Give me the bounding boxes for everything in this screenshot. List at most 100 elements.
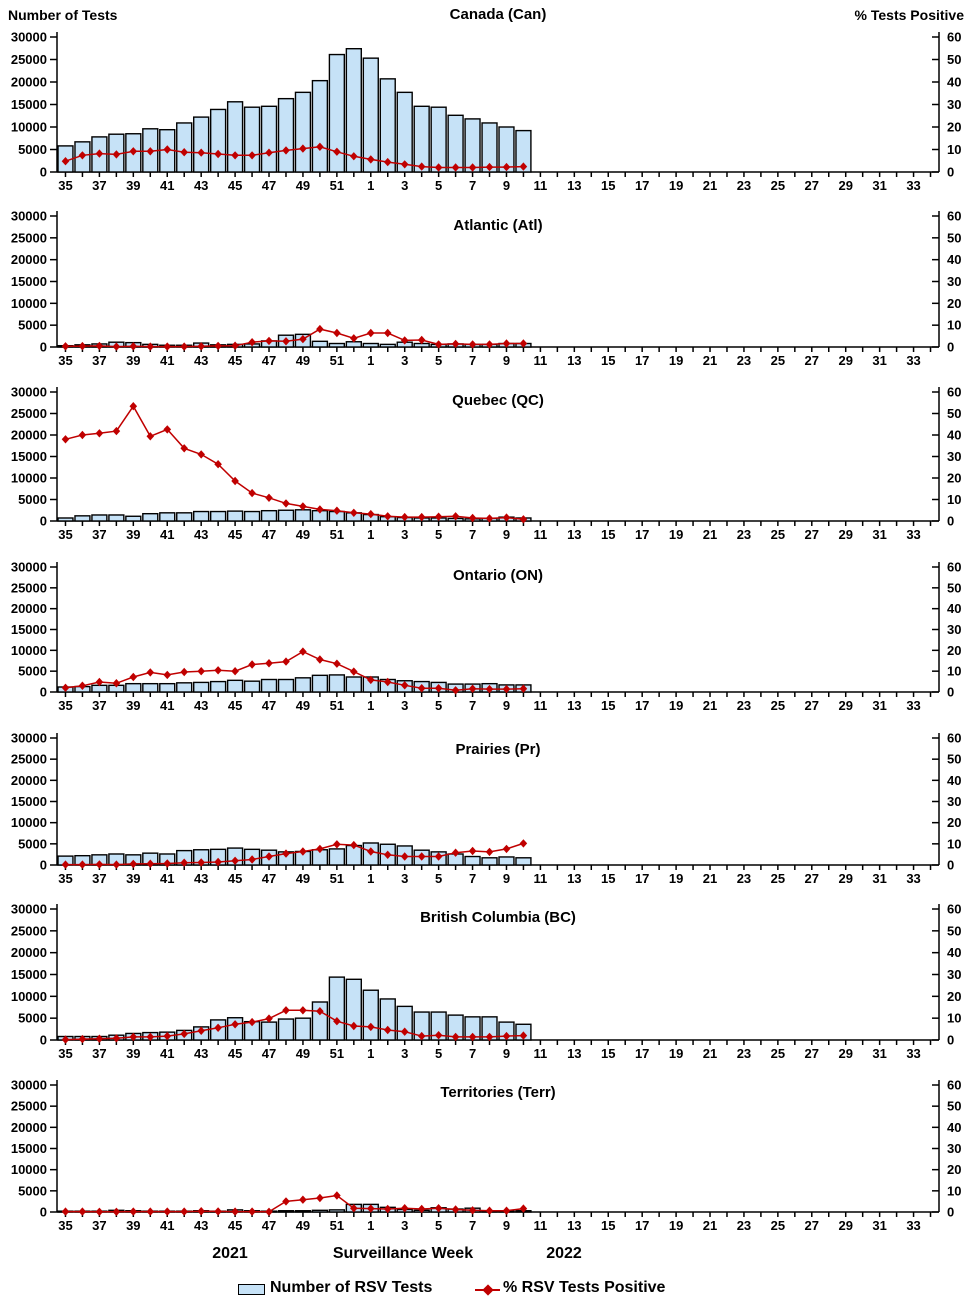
svg-text:15: 15 (601, 871, 615, 886)
svg-text:49: 49 (296, 178, 310, 193)
svg-text:29: 29 (838, 1218, 852, 1233)
panel-territories-bars (57, 1203, 532, 1213)
svg-text:19: 19 (669, 178, 683, 193)
svg-text:17: 17 (635, 1218, 649, 1233)
svg-text:10: 10 (947, 142, 961, 157)
svg-text:25: 25 (771, 871, 785, 886)
svg-text:35: 35 (58, 1046, 72, 1061)
svg-text:5: 5 (435, 1218, 442, 1233)
svg-text:25000: 25000 (11, 52, 47, 67)
panel-canada: 0 5000 10000 15000 20000 25000 30000 0 10 20 30 40 5… (11, 30, 962, 194)
panel-prairies-pct-line (61, 839, 528, 869)
svg-text:29: 29 (838, 1046, 852, 1061)
svg-text:9: 9 (503, 1218, 510, 1233)
svg-text:37: 37 (92, 353, 106, 368)
svg-text:11: 11 (534, 871, 548, 886)
svg-text:40: 40 (947, 773, 961, 788)
svg-text:0: 0 (947, 340, 954, 355)
svg-text:29: 29 (838, 353, 852, 368)
svg-text:25000: 25000 (11, 752, 47, 767)
svg-text:1: 1 (367, 178, 374, 193)
svg-text:30000: 30000 (11, 560, 47, 575)
svg-text:45: 45 (228, 1046, 242, 1061)
svg-text:3: 3 (401, 178, 408, 193)
svg-text:23: 23 (737, 698, 751, 713)
svg-text:20000: 20000 (11, 945, 47, 960)
svg-text:5000: 5000 (18, 664, 47, 679)
svg-text:11: 11 (534, 527, 548, 542)
panel-british-columbia: 0 5000 10000 15000 20000 25000 30000 0 10 20 30 40 5… (11, 902, 962, 1062)
svg-text:47: 47 (262, 178, 276, 193)
svg-text:39: 39 (126, 1046, 140, 1061)
svg-text:20000: 20000 (11, 1120, 47, 1135)
svg-text:39: 39 (126, 527, 140, 542)
svg-text:0: 0 (947, 685, 954, 700)
svg-text:51: 51 (330, 178, 344, 193)
legend-bars-label: Number of RSV Tests (270, 1279, 433, 1296)
svg-text:47: 47 (262, 527, 276, 542)
year-label-2021: 2021 (212, 1245, 248, 1262)
svg-text:20000: 20000 (11, 75, 47, 90)
panel-british-columbia-pct-line (61, 1006, 528, 1044)
svg-text:20: 20 (947, 1162, 961, 1177)
svg-text:30: 30 (947, 97, 961, 112)
panel-title-quebec: Quebec (QC) (452, 392, 544, 409)
svg-text:13: 13 (567, 178, 581, 193)
svg-text:27: 27 (805, 527, 819, 542)
svg-text:27: 27 (805, 353, 819, 368)
svg-text:30: 30 (947, 967, 961, 982)
svg-text:1: 1 (367, 353, 374, 368)
svg-text:30000: 30000 (11, 731, 47, 746)
svg-text:31: 31 (872, 178, 886, 193)
svg-text:31: 31 (872, 698, 886, 713)
svg-text:33: 33 (906, 353, 920, 368)
svg-text:5000: 5000 (18, 492, 47, 507)
svg-text:50: 50 (947, 923, 961, 938)
svg-text:41: 41 (160, 353, 174, 368)
svg-text:60: 60 (947, 30, 961, 45)
svg-text:30000: 30000 (11, 1078, 47, 1093)
svg-text:21: 21 (703, 871, 717, 886)
svg-text:15: 15 (601, 527, 615, 542)
svg-text:47: 47 (262, 1046, 276, 1061)
svg-text:29: 29 (838, 698, 852, 713)
svg-text:20000: 20000 (11, 601, 47, 616)
svg-text:10: 10 (947, 492, 961, 507)
svg-text:10: 10 (947, 1183, 961, 1198)
svg-text:13: 13 (567, 1046, 581, 1061)
svg-text:19: 19 (669, 698, 683, 713)
svg-text:37: 37 (92, 527, 106, 542)
svg-text:40: 40 (947, 75, 961, 90)
panel-ontario-pct-line (61, 647, 528, 695)
svg-text:19: 19 (669, 871, 683, 886)
panel-quebec-axis-labels: 0 5000 10000 15000 20000 25000 30000 0 10 20 30 40 5… (11, 385, 962, 543)
year-label-2022: 2022 (546, 1245, 582, 1262)
legend-diamond-icon (481, 1283, 494, 1296)
svg-text:45: 45 (228, 353, 242, 368)
svg-text:5: 5 (435, 698, 442, 713)
svg-text:5: 5 (435, 527, 442, 542)
svg-text:39: 39 (126, 1218, 140, 1233)
svg-text:60: 60 (947, 209, 961, 224)
svg-text:39: 39 (126, 871, 140, 886)
svg-text:60: 60 (947, 560, 961, 575)
svg-text:23: 23 (737, 527, 751, 542)
svg-text:25000: 25000 (11, 1099, 47, 1114)
svg-text:0: 0 (40, 858, 47, 873)
svg-text:21: 21 (703, 178, 717, 193)
svg-text:10: 10 (947, 664, 961, 679)
svg-text:33: 33 (906, 1046, 920, 1061)
svg-text:35: 35 (58, 178, 72, 193)
svg-text:0: 0 (40, 685, 47, 700)
svg-text:25: 25 (771, 353, 785, 368)
panel-canada-axis-labels: 0 5000 10000 15000 20000 25000 30000 0 10 20 30 40 5… (11, 30, 962, 194)
svg-text:37: 37 (92, 1046, 106, 1061)
panel-title-prairies: Prairies (Pr) (455, 741, 541, 758)
svg-text:41: 41 (160, 178, 174, 193)
svg-text:35: 35 (58, 698, 72, 713)
svg-text:1: 1 (367, 527, 374, 542)
right-axis-title: % Tests Positive (854, 7, 964, 23)
svg-text:17: 17 (635, 353, 649, 368)
svg-text:0: 0 (40, 514, 47, 529)
